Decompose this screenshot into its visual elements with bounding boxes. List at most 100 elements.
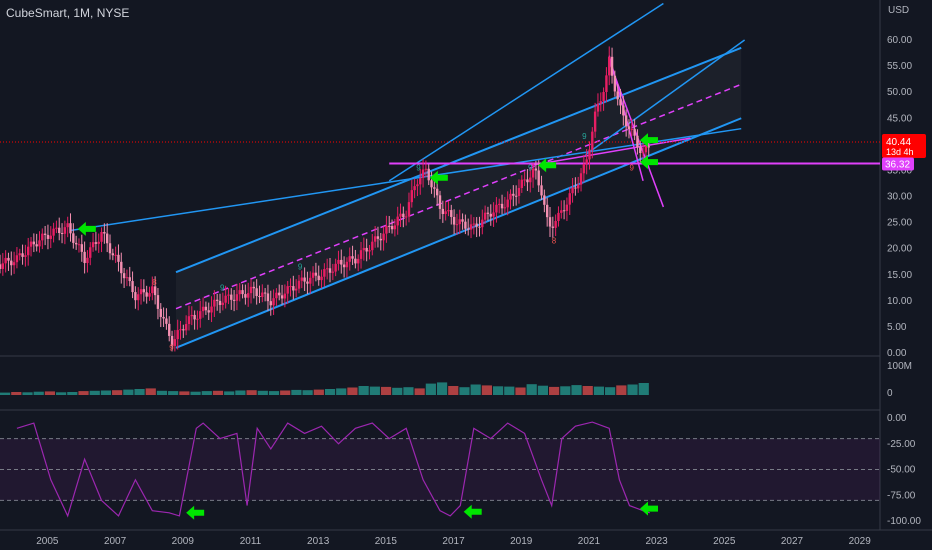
candle-body bbox=[74, 242, 78, 245]
candle-body bbox=[131, 281, 134, 293]
volume-bar bbox=[436, 382, 448, 395]
candle-body bbox=[616, 91, 619, 100]
candle-body bbox=[565, 204, 569, 211]
volume-bar bbox=[358, 386, 369, 395]
candle-body bbox=[286, 286, 289, 294]
volume-bar bbox=[470, 384, 481, 395]
candle-body bbox=[263, 292, 267, 294]
candle-body bbox=[571, 187, 574, 194]
volume-bar bbox=[347, 387, 358, 395]
candle-body bbox=[630, 128, 633, 130]
candle-body bbox=[142, 289, 146, 293]
candle-body bbox=[365, 247, 368, 252]
candle-body bbox=[182, 329, 185, 331]
candle-body bbox=[187, 316, 191, 325]
candle-body bbox=[444, 211, 447, 215]
oscillator-tick-label: -25.00 bbox=[887, 439, 916, 450]
candle-body bbox=[320, 276, 323, 281]
volume-bar bbox=[246, 390, 257, 395]
steep-trendline bbox=[388, 2, 664, 182]
candle-body bbox=[447, 210, 450, 212]
volume-bar bbox=[268, 391, 280, 395]
candle-body bbox=[348, 256, 351, 262]
candle-body bbox=[111, 253, 115, 256]
candle-body bbox=[633, 128, 636, 136]
candle-body bbox=[156, 295, 160, 309]
arrow-left-icon bbox=[77, 221, 96, 236]
candle-body bbox=[46, 234, 50, 239]
candle-body bbox=[593, 111, 597, 132]
candle-body bbox=[325, 268, 329, 270]
sequence-count-label: 9 bbox=[169, 343, 174, 352]
candle-body bbox=[568, 193, 571, 205]
candle-body bbox=[210, 306, 213, 313]
candle-body bbox=[139, 289, 143, 295]
time-tick-label: 2005 bbox=[36, 536, 59, 547]
candle-body bbox=[108, 243, 112, 254]
candle-body bbox=[641, 152, 645, 154]
volume-bar bbox=[145, 388, 156, 395]
support-level-value: 36.32 bbox=[885, 160, 910, 171]
candle-body bbox=[531, 168, 535, 178]
volume-bar bbox=[571, 385, 582, 395]
candle-body bbox=[610, 56, 614, 76]
candle-body bbox=[608, 56, 611, 76]
volume-bar bbox=[0, 392, 11, 395]
price-tick-label: 5.00 bbox=[887, 322, 907, 333]
support-level-badge bbox=[882, 157, 914, 171]
candle-body bbox=[275, 292, 278, 299]
candle-body bbox=[269, 301, 272, 306]
candle-body bbox=[450, 210, 453, 217]
candle-body bbox=[283, 293, 287, 299]
symbol-name[interactable]: CubeSmart bbox=[6, 6, 67, 20]
candle-body bbox=[60, 232, 64, 234]
interval[interactable]: 1M bbox=[73, 6, 91, 20]
candle-body bbox=[591, 131, 594, 150]
volume-bar bbox=[179, 391, 190, 395]
candle-body bbox=[32, 241, 36, 245]
candle-body bbox=[337, 259, 340, 264]
candle-body bbox=[486, 212, 490, 214]
candle-body bbox=[376, 236, 380, 239]
volume-bar bbox=[627, 384, 638, 395]
volume-bar bbox=[168, 391, 179, 395]
candle-body bbox=[201, 306, 205, 312]
arrow-left-icon bbox=[640, 155, 658, 170]
candle-body bbox=[148, 293, 151, 297]
volume-bar bbox=[336, 388, 347, 395]
candle-body bbox=[379, 238, 382, 241]
candle-body bbox=[323, 269, 326, 277]
candle-body bbox=[55, 227, 58, 229]
sequence-count-label: 9 bbox=[528, 163, 533, 172]
oscillator-tick-label: 0.00 bbox=[887, 413, 907, 424]
long-trendline bbox=[70, 127, 742, 232]
candle-body bbox=[86, 257, 89, 264]
candle-body bbox=[241, 290, 244, 295]
candle-body bbox=[266, 293, 270, 302]
volume-bar bbox=[392, 387, 403, 395]
candle-body bbox=[498, 203, 501, 205]
time-tick-label: 2017 bbox=[442, 536, 465, 547]
candle-body bbox=[173, 339, 177, 346]
candle-body bbox=[404, 216, 408, 218]
annotation-arrow bbox=[538, 158, 557, 173]
candle-body bbox=[469, 224, 473, 230]
channel-upper-line bbox=[175, 46, 742, 274]
arrow-left-icon bbox=[463, 504, 482, 519]
candle-body bbox=[627, 126, 631, 130]
annotation-arrow bbox=[463, 504, 482, 519]
candle-body bbox=[523, 179, 526, 181]
candle-body bbox=[388, 225, 391, 227]
candle-body bbox=[294, 288, 298, 291]
arrow-left-icon bbox=[538, 158, 557, 173]
candle-body bbox=[430, 180, 433, 188]
candle-body bbox=[636, 135, 639, 148]
candle-body bbox=[613, 75, 617, 92]
candle-body bbox=[162, 316, 165, 319]
candle-body bbox=[252, 286, 256, 289]
volume-bar bbox=[280, 390, 291, 395]
arrow-left-icon bbox=[640, 501, 658, 516]
volume-bar bbox=[257, 390, 268, 395]
candle-body bbox=[557, 212, 560, 221]
